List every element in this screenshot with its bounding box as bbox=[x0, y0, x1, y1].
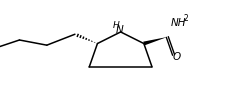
Text: O: O bbox=[172, 52, 180, 62]
Text: NH: NH bbox=[170, 18, 185, 28]
Text: N: N bbox=[115, 25, 123, 35]
Polygon shape bbox=[143, 37, 167, 45]
Text: H: H bbox=[112, 21, 119, 30]
Text: 2: 2 bbox=[183, 14, 188, 23]
